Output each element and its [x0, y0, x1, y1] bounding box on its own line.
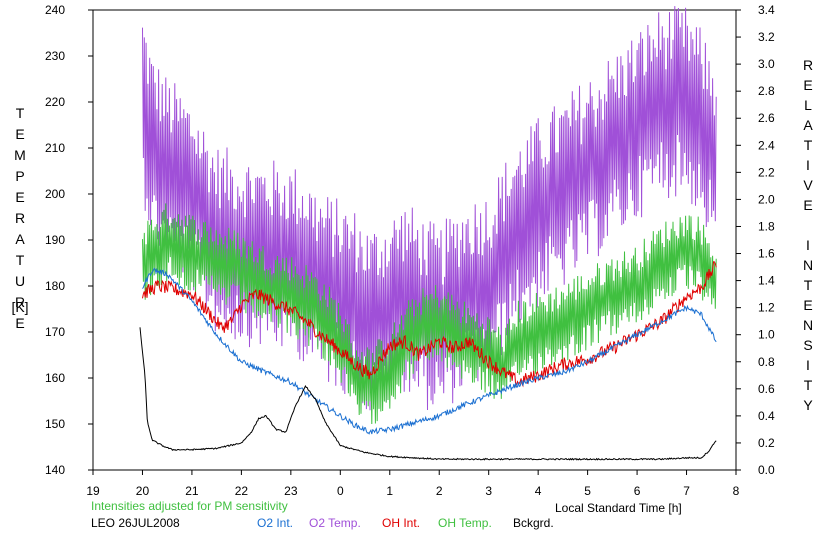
y-axis-left: 140 150 160 170 180 190 200 210 220 230 240: [45, 3, 93, 477]
y-left-tick-label: 230: [45, 49, 65, 63]
y-right-label-letter: Y: [803, 397, 813, 413]
y-left-label-letter: U: [15, 273, 25, 289]
x-tick-label: 8: [733, 484, 740, 498]
y-right-tick-label: 1.0: [758, 328, 775, 342]
y-right-label-letter: S: [803, 337, 812, 353]
y-right-tick-label: 1.8: [758, 219, 775, 233]
x-tick-label: 5: [584, 484, 591, 498]
y-right-label-letter: T: [804, 377, 813, 393]
y-left-label-letter: E: [15, 315, 24, 331]
y-right-tick-label: 3.2: [758, 30, 775, 44]
legend-oh-temp: OH Temp.: [438, 516, 492, 530]
y-right-tick-label: 2.4: [758, 138, 775, 152]
y-right-tick-label: 2.6: [758, 111, 775, 125]
y-left-tick-label: 190: [45, 233, 65, 247]
x-tick-label: 7: [683, 484, 690, 498]
station-label: LEO 26JUL2008: [91, 516, 180, 530]
y-left-label-letter: A: [15, 231, 25, 247]
x-tick-label: 6: [634, 484, 641, 498]
y-right-label-letter: I: [806, 357, 810, 373]
y-left-tick-label: 200: [45, 187, 65, 201]
x-tick-label: 2: [436, 484, 443, 498]
series-line-bckgrd: [139, 327, 717, 461]
sensitivity-note: Intensities adjusted for PM sensitivity: [91, 499, 288, 513]
legend-o2-temp: O2 Temp.: [309, 516, 361, 530]
y-left-tick-label: 170: [45, 325, 65, 339]
y-right-tick-label: 0.6: [758, 382, 775, 396]
y-axis-right: 0.0 0.2 0.4 0.6 0.8 1.0 1.2 1.4 1.6 1.8 2.0 2.2 2.4 2…: [736, 3, 775, 477]
y-right-label-letter: E: [803, 197, 812, 213]
y-left-label-letter: R: [15, 294, 25, 310]
y-right-tick-label: 0.8: [758, 355, 775, 369]
y-right-label-letter: N: [803, 257, 813, 273]
y-left-tick-label: 220: [45, 95, 65, 109]
y-left-tick-label: 210: [45, 141, 65, 155]
x-tick-label: 22: [235, 484, 249, 498]
y-right-label-letter: A: [803, 117, 813, 133]
y-right-label-letter: I: [806, 157, 810, 173]
y-left-label-letter: T: [16, 252, 25, 268]
y-right-label-letter: T: [804, 277, 813, 293]
y-right-tick-label: 1.4: [758, 274, 775, 288]
y-right-tick-label: 0.4: [758, 409, 775, 423]
y-right-label-letter: V: [803, 177, 813, 193]
x-tick-label: 4: [535, 484, 542, 498]
x-axis: 19 20 21 22 23 0 1 2 3 4 5 6 7 8: [86, 470, 740, 498]
y-right-tick-label: 1.6: [758, 247, 775, 261]
y-right-label-letter: E: [803, 77, 812, 93]
y-left-label-letter: E: [15, 189, 24, 205]
y-right-label-letter: R: [803, 57, 813, 73]
x-tick-label: 3: [485, 484, 492, 498]
legend-oh-int: OH Int.: [382, 516, 421, 530]
x-tick-label: 21: [185, 484, 199, 498]
x-tick-label: 0: [337, 484, 344, 498]
y-left-label-letter: P: [15, 168, 24, 184]
y-right-tick-label: 3.4: [758, 3, 775, 17]
y-left-label-letter: T: [16, 105, 25, 121]
y-left-label-letter: M: [14, 147, 26, 163]
series-line-o2_int: [142, 267, 717, 435]
y-left-label-letter: E: [15, 126, 24, 142]
x-tick-label: 20: [136, 484, 150, 498]
y-left-tick-label: 240: [45, 3, 65, 17]
y-right-label-letter: N: [803, 317, 813, 333]
x-axis-label: Local Standard Time [h]: [555, 501, 682, 515]
y-left-label-letter: R: [15, 210, 25, 226]
y-right-tick-label: 0.2: [758, 436, 775, 450]
y-right-tick-label: 3.0: [758, 57, 775, 71]
y-left-tick-label: 180: [45, 279, 65, 293]
y-right-tick-label: 1.2: [758, 301, 775, 315]
y-left-tick-label: 150: [45, 417, 65, 431]
legend-bckgrd: Bckgrd.: [513, 516, 554, 530]
y-left-tick-label: 140: [45, 463, 65, 477]
y-axis-left-unit: [K]: [11, 299, 28, 315]
y-right-label-letter: I: [806, 237, 810, 253]
series-line-oh_temp: [142, 203, 717, 425]
y-right-tick-label: 2.2: [758, 165, 775, 179]
legend-o2-int: O2 Int.: [257, 516, 294, 530]
y-right-label-letter: T: [804, 137, 813, 153]
x-tick-label: 1: [386, 484, 393, 498]
y-right-tick-label: 0.0: [758, 463, 775, 477]
y-left-tick-label: 160: [45, 371, 65, 385]
y-right-label-letter: L: [804, 97, 812, 113]
y-right-tick-label: 2.8: [758, 84, 775, 98]
y-right-tick-label: 2.0: [758, 192, 775, 206]
x-tick-label: 23: [284, 484, 298, 498]
y-right-label-letter: E: [803, 297, 812, 313]
x-tick-label: 19: [86, 484, 100, 498]
series-layer: [139, 6, 717, 461]
